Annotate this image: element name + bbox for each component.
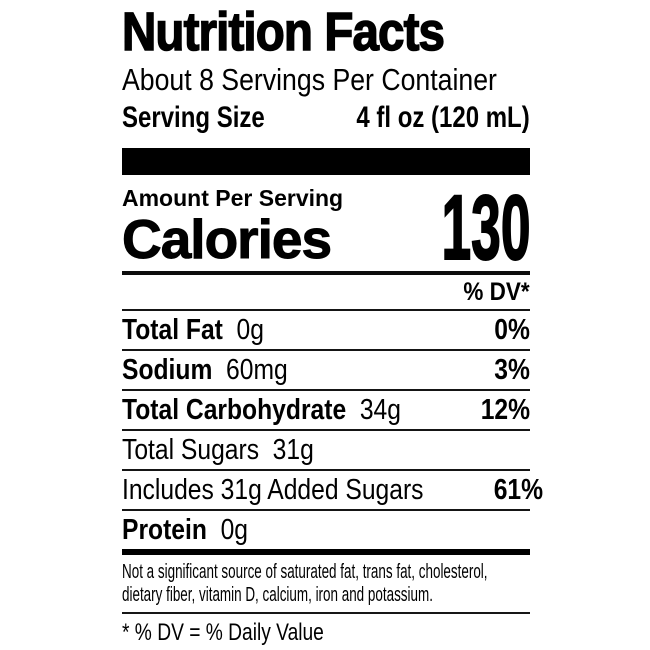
daily-value-note: * % DV = % Daily Value <box>122 619 324 646</box>
footer-divider-bar <box>122 549 530 555</box>
nutrient-name: Protein <box>122 513 207 546</box>
footnote-divider <box>122 612 530 614</box>
nutrient-amount: 34g <box>359 393 401 426</box>
nutrient-row-total-sugars: Total Sugars 31g <box>122 429 530 469</box>
calories-row: Calories 130 <box>121 181 530 275</box>
serving-size-row: Serving Size 4 fl oz (120 mL) <box>122 98 530 138</box>
nutrient-dv: 3% <box>494 353 530 386</box>
nutrient-row-sodium: Sodium 60mg 3% <box>122 349 530 389</box>
nutrient-dv: 12% <box>480 393 530 426</box>
nutrient-name: Total Sugars <box>122 433 260 466</box>
nutrient-amount: 0g <box>236 313 264 346</box>
nutrient-amount: 60mg <box>226 353 288 386</box>
nutrient-row-total-fat: Total Fat 0g 0% <box>122 309 530 349</box>
serving-size-value: 4 fl oz (120 mL) <box>356 101 530 134</box>
nutrient-dv: 61% <box>493 473 543 506</box>
daily-value-header: % DV* <box>463 278 530 306</box>
calories-label: Calories <box>121 208 332 270</box>
nutrient-amount: 0g <box>220 513 248 546</box>
nutrient-amount: 31g <box>272 433 314 466</box>
nutrition-facts-label: Nutrition Facts About 8 Servings Per Con… <box>121 2 543 647</box>
calories-divider <box>122 271 530 275</box>
header-divider-bar <box>122 148 530 175</box>
nutrient-name: Includes 31g Added Sugars <box>122 473 424 506</box>
nutrient-name: Total Carbohydrate <box>122 393 347 426</box>
nutrient-dv: 0% <box>494 313 530 346</box>
footnote: Not a significant source of saturated fa… <box>122 560 488 606</box>
servings-per-container: About 8 Servings Per Container <box>122 62 497 97</box>
amount-per-serving-label: Amount Per Serving <box>122 185 344 211</box>
nutrient-row-total-carbohydrate: Total Carbohydrate 34g 12% <box>122 389 530 429</box>
nutrient-row-added-sugars: Includes 31g Added Sugars 61% <box>122 469 543 509</box>
label-title: Nutrition Facts <box>121 2 445 62</box>
calories-value: 130 <box>440 177 530 279</box>
nutrient-name: Sodium <box>122 353 213 386</box>
nutrient-row-protein: Protein 0g <box>122 509 530 549</box>
serving-size-label: Serving Size <box>122 101 265 134</box>
nutrient-name: Total Fat <box>122 313 223 346</box>
